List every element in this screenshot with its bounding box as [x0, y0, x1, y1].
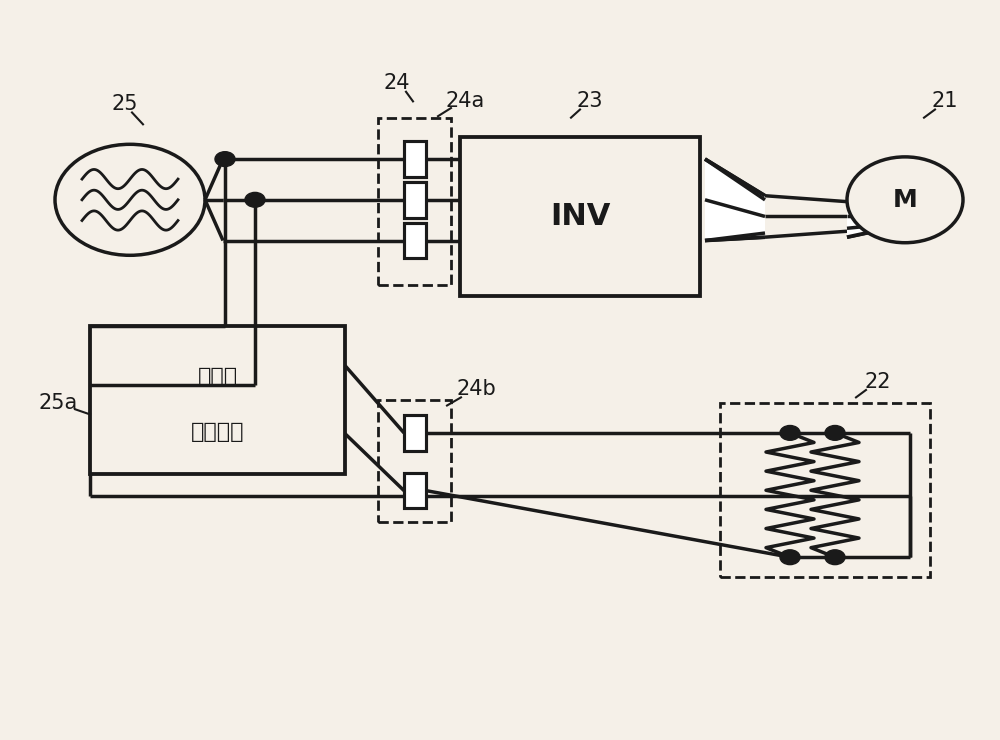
Polygon shape [847, 195, 892, 237]
Circle shape [780, 550, 800, 565]
Bar [460, 137, 700, 296]
Circle shape [780, 425, 800, 440]
Text: 24b: 24b [456, 379, 496, 400]
Text: 25a: 25a [38, 393, 78, 414]
Bar [404, 223, 426, 258]
Text: M: M [893, 188, 917, 212]
Bar [90, 326, 345, 474]
Circle shape [825, 550, 845, 565]
Text: 24: 24 [384, 73, 410, 93]
Polygon shape [705, 159, 765, 240]
Bar [720, 403, 930, 577]
Circle shape [825, 425, 845, 440]
Bar [404, 182, 426, 218]
Circle shape [847, 157, 963, 243]
Text: 制动器: 制动器 [197, 367, 238, 388]
Circle shape [55, 144, 205, 255]
Bar [404, 473, 426, 508]
Text: 22: 22 [865, 371, 891, 392]
Bar [378, 400, 451, 522]
Circle shape [215, 152, 235, 166]
Text: 控制电源: 控制电源 [191, 422, 244, 443]
Text: 23: 23 [577, 91, 603, 112]
Text: 24a: 24a [445, 91, 485, 112]
Text: INV: INV [550, 202, 610, 231]
Bar [378, 118, 451, 285]
Bar [404, 141, 426, 177]
Bar [404, 415, 426, 451]
Text: 21: 21 [932, 91, 958, 112]
Text: 25: 25 [112, 93, 138, 114]
Circle shape [245, 192, 265, 207]
